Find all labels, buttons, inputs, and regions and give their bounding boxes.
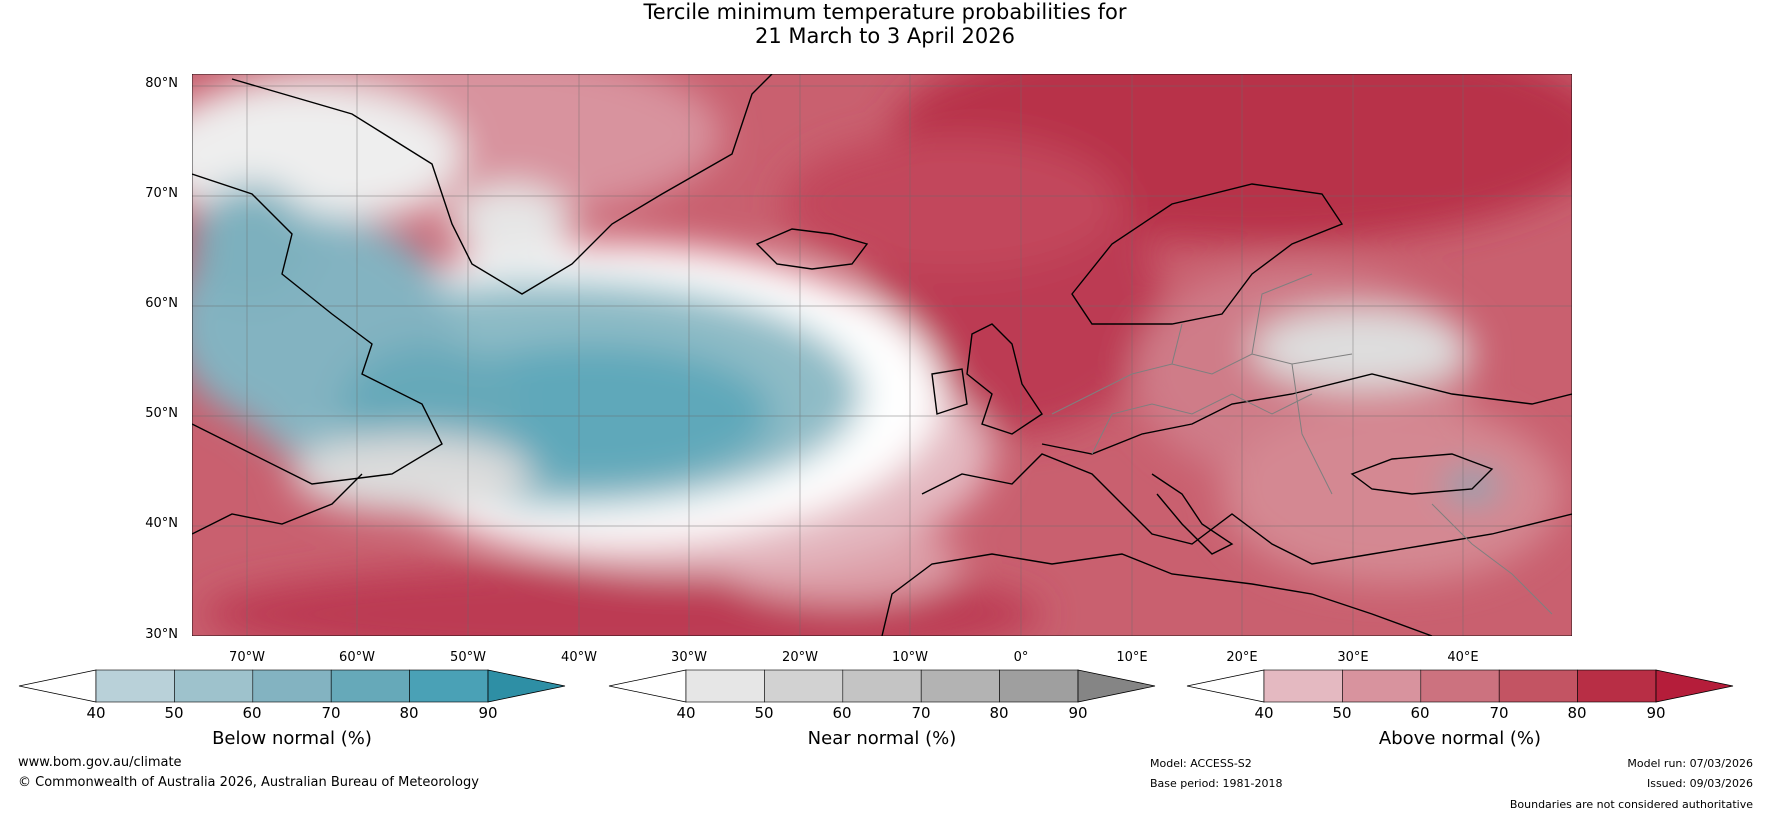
lon-label-20w: 20°W [782,650,818,665]
colorbar-extend-low [608,669,687,703]
cbar2-tick: 40 [1254,704,1274,722]
colorbar-segment [1420,669,1500,703]
colorbar-extend-low [18,669,97,703]
cbar2-tick: 80 [1567,704,1587,722]
cbar1-tick: 80 [989,704,1009,722]
title-line-2: 21 March to 3 April 2026 [755,24,1015,48]
colorbar-segment [1263,669,1343,703]
lon-label-10e: 10°E [1116,650,1148,665]
cbar0-tick: 80 [399,704,419,722]
cbar0-tick: 60 [242,704,262,722]
cbar1-tick: 60 [832,704,852,722]
lon-label-40e: 40°E [1447,650,1479,665]
map-canvas [192,74,1572,636]
colorbar-extend-low [1186,669,1265,703]
cbar2-tick: 60 [1410,704,1430,722]
model-run: Model run: 07/03/2026 [1627,757,1753,770]
colorbar-segment [920,669,1000,703]
title-line-1: Tercile minimum temperature probabilitie… [643,0,1127,24]
cbar0-tick: 50 [164,704,184,722]
colorbar-segment [409,669,489,703]
cbar1-tick: 50 [754,704,774,722]
probability-map [192,74,1572,636]
colorbar-extend-high [1077,669,1156,703]
lat-label-70n: 70°N [145,186,178,201]
cbar1-tick: 40 [676,704,696,722]
above-normal-label: Above normal (%) [1378,728,1542,749]
colorbar-segment [1577,669,1657,703]
map-title: Tercile minimum temperature probabilitie… [0,0,1770,48]
lon-label-10w: 10°W [892,650,928,665]
copyright: © Commonwealth of Australia 2026, Austra… [18,775,479,790]
lon-label-70w: 70°W [229,650,265,665]
issued-date: Issued: 09/03/2026 [1646,777,1753,790]
colorbar-extend-high [487,669,566,703]
colorbar-segment [174,669,254,703]
colorbar-segment [685,669,765,703]
lon-label-30w: 30°W [671,650,707,665]
lon-label-50w: 50°W [450,650,486,665]
website-link[interactable]: www.bom.gov.au/climate [18,755,182,770]
country-borders [1051,273,1553,615]
lon-label-0: 0° [1013,650,1029,665]
colorbar-near-normal [608,669,1156,703]
cbar2-tick: 90 [1646,704,1666,722]
base-period: Base period: 1981-2018 [1150,777,1283,790]
lat-label-50n: 50°N [145,406,178,421]
cbar0-tick: 90 [478,704,498,722]
cbar0-tick: 40 [86,704,106,722]
model-name: Model: ACCESS-S2 [1150,757,1252,770]
disclaimer: Boundaries are not considered authoritat… [1509,798,1753,811]
colorbar-below-normal [18,669,566,703]
lat-label-60n: 60°N [145,296,178,311]
colorbar-segment [1342,669,1422,703]
colorbar-segment [252,669,332,703]
cbar2-tick: 70 [1489,704,1509,722]
near-normal-label: Near normal (%) [807,728,957,749]
colorbar-segment [1498,669,1578,703]
cbar1-tick: 70 [911,704,931,722]
colorbar-segment [764,669,844,703]
cbar0-tick: 70 [321,704,341,722]
lat-label-40n: 40°N [145,516,178,531]
lat-label-80n: 80°N [145,76,178,91]
colorbar-extend-high [1655,669,1734,703]
colorbar-segment [842,669,922,703]
colorbar-segment [999,669,1079,703]
colorbar-segment [95,669,175,703]
lon-label-20e: 20°E [1226,650,1258,665]
lon-label-30e: 30°E [1337,650,1369,665]
lon-label-60w: 60°W [339,650,375,665]
colorbar-above-normal [1186,669,1734,703]
lat-label-30n: 30°N [145,627,178,642]
cbar1-tick: 90 [1068,704,1088,722]
colorbar-segment [330,669,410,703]
cbar2-tick: 50 [1332,704,1352,722]
coastlines [192,74,1572,636]
below-normal-label: Below normal (%) [212,728,372,749]
graticule [192,74,1572,636]
lon-label-40w: 40°W [561,650,597,665]
